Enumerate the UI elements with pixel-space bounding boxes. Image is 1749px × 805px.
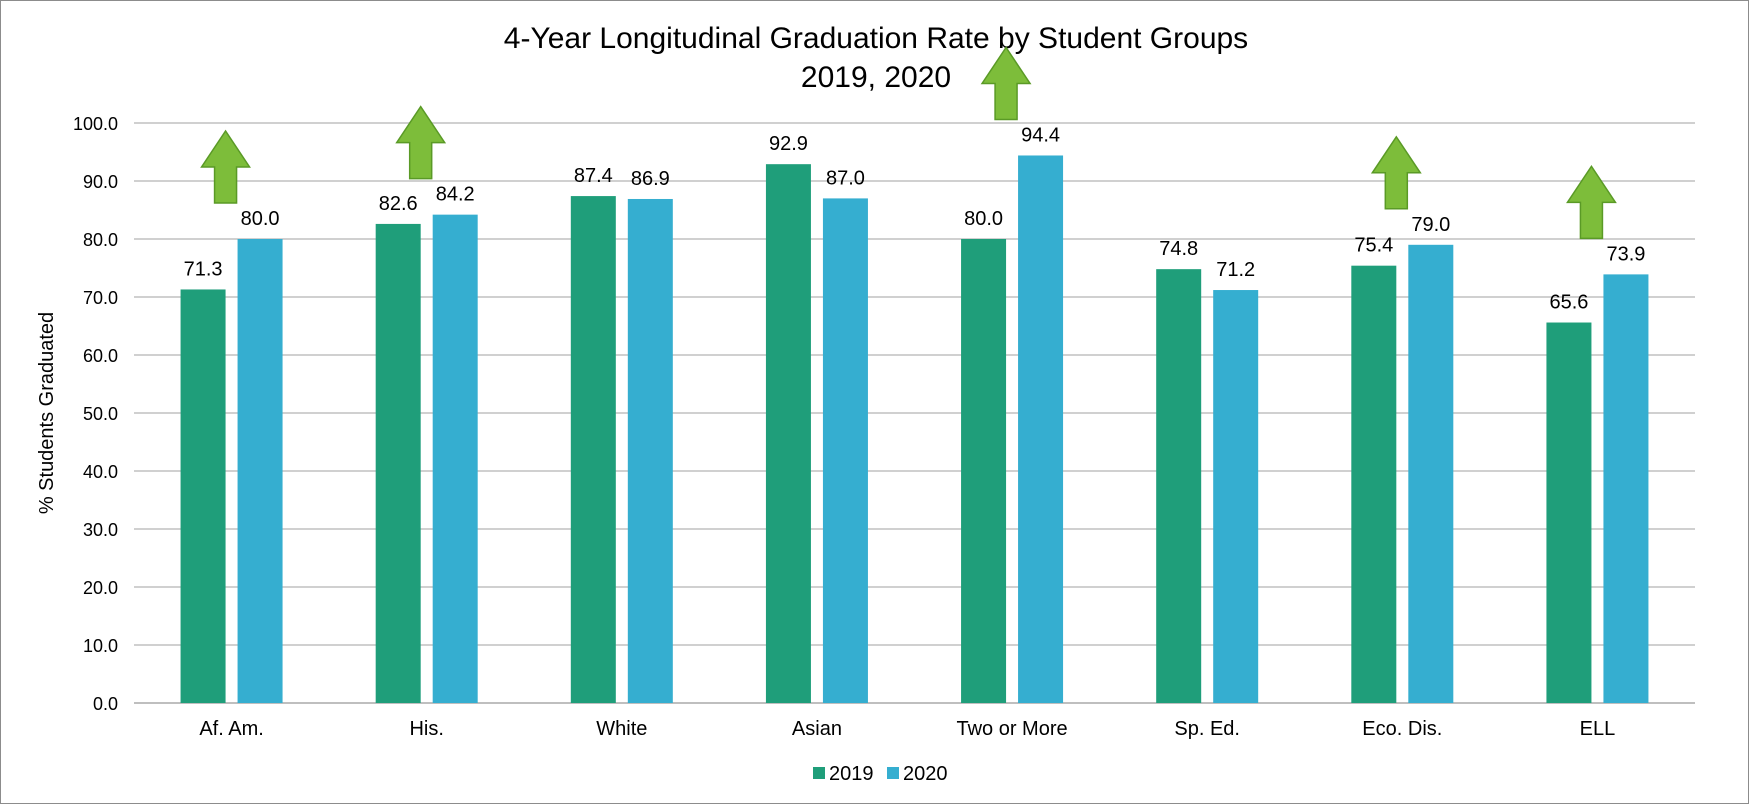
y-tick-label: 20.0 (83, 578, 118, 598)
category-label: White (596, 718, 647, 740)
bar-2020 (1213, 290, 1259, 703)
legend: 2019 2020 (813, 763, 948, 785)
data-label: 75.4 (1354, 235, 1393, 257)
x-axis-categories: Af. Am. His. White Asian Two or More Sp. Ed. E… (199, 718, 1615, 740)
up-arrow-icon (1566, 165, 1617, 240)
y-tick-label: 0.0 (93, 694, 118, 714)
chart-subtitle: 2019, 2020 (801, 61, 951, 94)
data-label: 71.2 (1216, 259, 1255, 281)
legend-swatch (887, 767, 899, 779)
legend-swatch (813, 767, 825, 779)
data-label: 65.6 (1549, 292, 1588, 314)
bar-2019 (180, 289, 226, 703)
category-label: Two or More (956, 718, 1067, 740)
category-label: ELL (1580, 718, 1616, 740)
legend-label: 2019 (829, 763, 874, 785)
bar-2020 (1603, 274, 1649, 703)
data-label: 80.0 (241, 208, 280, 230)
gridlines (134, 122, 1695, 704)
data-label: 79.0 (1411, 214, 1450, 236)
bar-2019 (1351, 265, 1397, 703)
y-tick-label: 100.0 (73, 114, 118, 134)
up-arrow-icon (395, 105, 447, 180)
data-label: 87.0 (826, 167, 865, 189)
data-label: 74.8 (1159, 238, 1198, 260)
up-arrow-icon (1370, 135, 1422, 210)
bar-2019 (1546, 322, 1592, 703)
y-tick-label: 30.0 (83, 520, 118, 540)
category-label: Asian (792, 718, 842, 740)
data-labels: 71.3 80.0 82.6 84.2 87.4 86.9 92.9 87.0 80.0 94.4… (184, 124, 1646, 313)
up-arrow-icon (980, 46, 1032, 121)
data-label: 71.3 (184, 258, 223, 280)
data-label: 94.4 (1021, 124, 1060, 146)
category-label: Eco. Dis. (1362, 718, 1442, 740)
data-label: 87.4 (574, 165, 613, 187)
y-tick-label: 70.0 (83, 288, 118, 308)
y-tick-label: 40.0 (83, 462, 118, 482)
bar-2019 (961, 239, 1007, 703)
up-arrow-icon (200, 129, 251, 204)
bar-2020 (432, 214, 478, 703)
y-tick-label: 60.0 (83, 346, 118, 366)
data-label: 86.9 (631, 168, 670, 190)
data-label: 82.6 (379, 193, 418, 215)
bar-2019 (570, 196, 616, 703)
category-label: Af. Am. (199, 718, 263, 740)
bars (180, 155, 1649, 704)
data-label: 92.9 (769, 133, 808, 155)
bar-2019 (765, 164, 811, 703)
y-tick-label: 50.0 (83, 404, 118, 424)
y-tick-label: 80.0 (83, 230, 118, 250)
data-label: 73.9 (1606, 243, 1645, 265)
y-tick-label: 90.0 (83, 172, 118, 192)
bar-2020 (822, 198, 868, 703)
bar-2020 (1408, 244, 1454, 704)
data-label: 80.0 (964, 208, 1003, 230)
legend-label: 2020 (903, 763, 948, 785)
bar-2019 (1156, 269, 1202, 703)
category-label: His. (409, 718, 443, 740)
data-label: 84.2 (436, 184, 475, 206)
increase-arrows (200, 46, 1617, 240)
category-label: Sp. Ed. (1174, 718, 1240, 740)
bar-2020 (1018, 155, 1064, 704)
bar-2019 (375, 223, 421, 704)
chart-title: 4-Year Longitudinal Graduation Rate by S… (504, 22, 1248, 55)
bar-2020 (627, 198, 673, 704)
bar-2020 (237, 239, 283, 703)
y-axis-title: % Students Graduated (36, 312, 58, 514)
y-axis-ticks: 0.0 10.0 20.0 30.0 40.0 50.0 60.0 70.0 80.0 90.0 1… (73, 114, 118, 714)
y-tick-label: 10.0 (83, 636, 118, 656)
